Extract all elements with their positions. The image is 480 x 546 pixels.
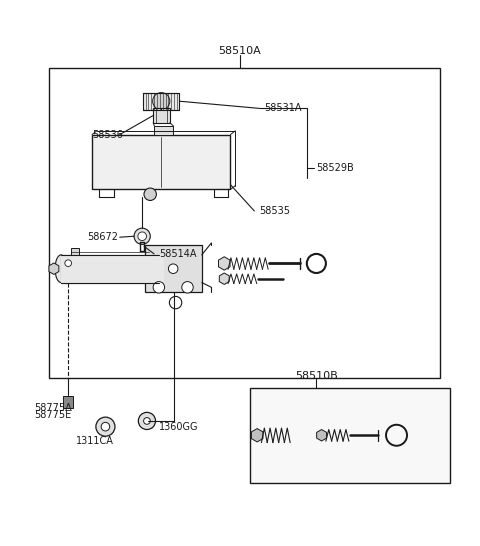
Circle shape — [96, 417, 115, 436]
Text: 1360GG: 1360GG — [159, 422, 198, 432]
Bar — [155, 126, 173, 135]
Circle shape — [144, 418, 150, 424]
Circle shape — [153, 93, 170, 110]
Bar — [49, 68, 441, 378]
Bar — [71, 248, 79, 255]
Text: 58510A: 58510A — [218, 46, 262, 56]
Text: 58535: 58535 — [259, 206, 290, 216]
Text: 58775E: 58775E — [34, 410, 71, 420]
Bar — [143, 93, 180, 110]
Bar — [61, 255, 149, 282]
Text: 58775A: 58775A — [34, 403, 72, 413]
Circle shape — [153, 282, 165, 293]
Bar — [92, 135, 230, 189]
Text: 58536: 58536 — [92, 129, 123, 140]
Bar — [61, 255, 164, 282]
Text: 1311CA: 1311CA — [75, 436, 113, 446]
Circle shape — [138, 232, 146, 241]
Text: 58672: 58672 — [87, 232, 118, 242]
Circle shape — [65, 260, 72, 266]
Bar — [63, 396, 73, 407]
Text: 58529B: 58529B — [316, 163, 354, 173]
Bar — [250, 388, 450, 483]
Bar — [144, 245, 202, 292]
Text: 58514A: 58514A — [159, 249, 196, 259]
Bar — [153, 108, 170, 123]
Ellipse shape — [55, 255, 67, 282]
Circle shape — [101, 423, 110, 431]
Circle shape — [144, 188, 156, 200]
Circle shape — [168, 264, 178, 274]
Circle shape — [134, 228, 150, 245]
Text: 58510B: 58510B — [295, 371, 338, 381]
Circle shape — [182, 282, 193, 293]
Circle shape — [138, 412, 156, 430]
Text: 58531A: 58531A — [264, 103, 301, 114]
